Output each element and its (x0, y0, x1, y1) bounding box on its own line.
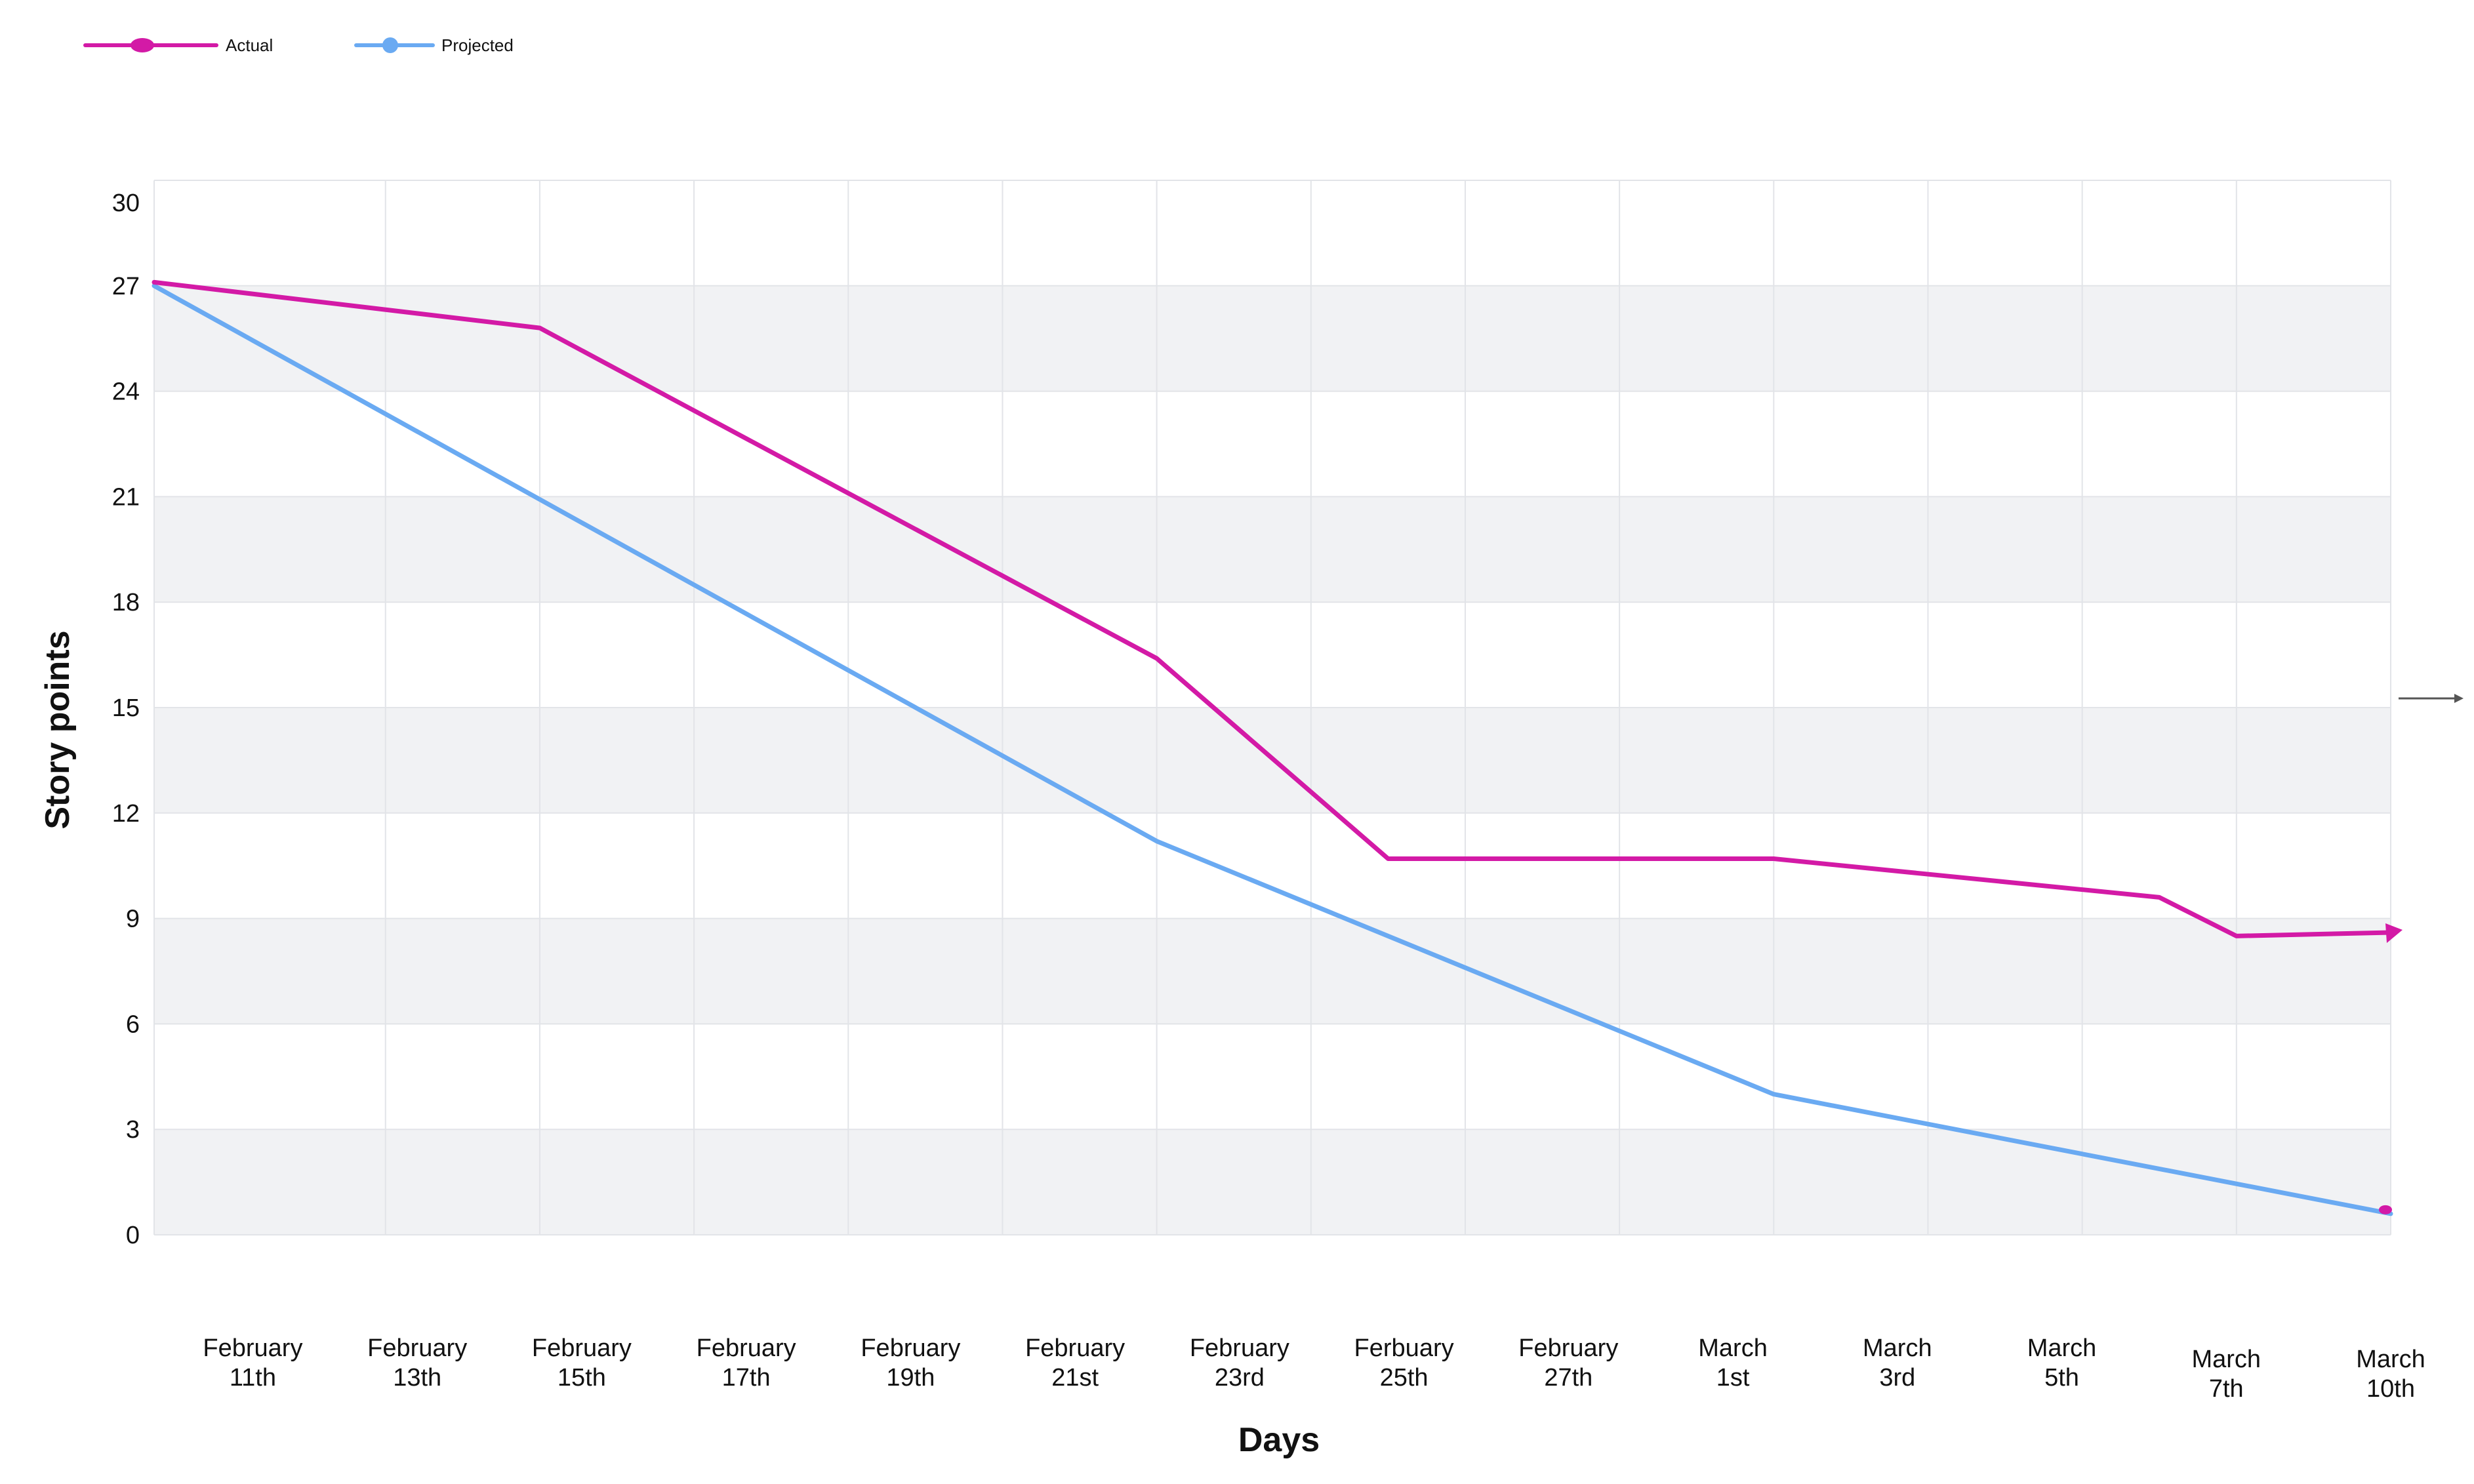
x-tick-label: February 27th (1518, 1334, 1618, 1392)
y-tick-label: 6 (126, 1011, 140, 1038)
x-axis-title: Days (1238, 1421, 1320, 1459)
x-tick-label: March 5th (2027, 1334, 2097, 1392)
y-tick-label: 0 (126, 1222, 140, 1249)
series-line-actual (152, 279, 2393, 938)
band (154, 285, 2391, 391)
y-tick-label: 21 (112, 483, 140, 511)
legend-label: Projected (441, 35, 514, 55)
x-tick-label: February 21st (1025, 1334, 1125, 1392)
y-tick-label: 12 (112, 800, 140, 828)
x-tick-label: March 1st (1698, 1334, 1768, 1392)
x-tick-label: February 23rd (1190, 1334, 1289, 1392)
x-tick-label: February 13th (367, 1334, 467, 1392)
x-tick-label: March 7th (2191, 1346, 2261, 1403)
legend-swatch-marker (382, 37, 398, 53)
x-tick-label: February 17th (697, 1334, 796, 1392)
legend-item-actual: Actual (83, 35, 273, 55)
legend-item-projected: Projected (354, 35, 514, 55)
y-tick-label: 30 (112, 190, 140, 217)
y-tick-label: 9 (126, 906, 140, 933)
band (154, 602, 2391, 708)
band (154, 1129, 2391, 1235)
x-axis-ticks: February 11th February 13th February 15th Febr… (203, 1334, 2425, 1403)
x-tick-label: March 3rd (1863, 1334, 1932, 1392)
y-tick-label: 3 (126, 1116, 140, 1144)
x-tick-label: March 10th (2356, 1346, 2425, 1403)
band (154, 180, 2391, 286)
point-marker (2379, 1205, 2392, 1214)
series-layer (152, 279, 2403, 1216)
band (154, 1024, 2391, 1130)
y-tick-label: 24 (112, 378, 140, 406)
x-tick-label: Ferbuary 25th (1354, 1334, 1454, 1392)
legend-swatch-marker (131, 38, 154, 52)
band (154, 918, 2391, 1024)
series-line-projected (152, 283, 2393, 1216)
point-marker (2385, 923, 2403, 944)
y-tick-label: 15 (112, 694, 140, 722)
band (154, 812, 2391, 919)
grid-lines (153, 180, 2391, 1235)
band (154, 391, 2391, 497)
legend: Actual Projected (83, 35, 514, 55)
right-edge-arrow (2399, 694, 2464, 703)
band (154, 496, 2391, 603)
x-tick-label: February 19th (861, 1334, 960, 1392)
y-tick-label: 18 (112, 589, 140, 616)
y-axis-title: Story points (39, 630, 77, 829)
x-tick-label: February 11th (203, 1334, 302, 1392)
y-tick-label: 27 (112, 273, 140, 300)
y-axis-ticks: 0 3 6 9 12 15 18 21 24 27 30 (112, 190, 140, 1249)
x-tick-label: February 15th (532, 1334, 632, 1392)
legend-label: Actual (226, 35, 273, 55)
